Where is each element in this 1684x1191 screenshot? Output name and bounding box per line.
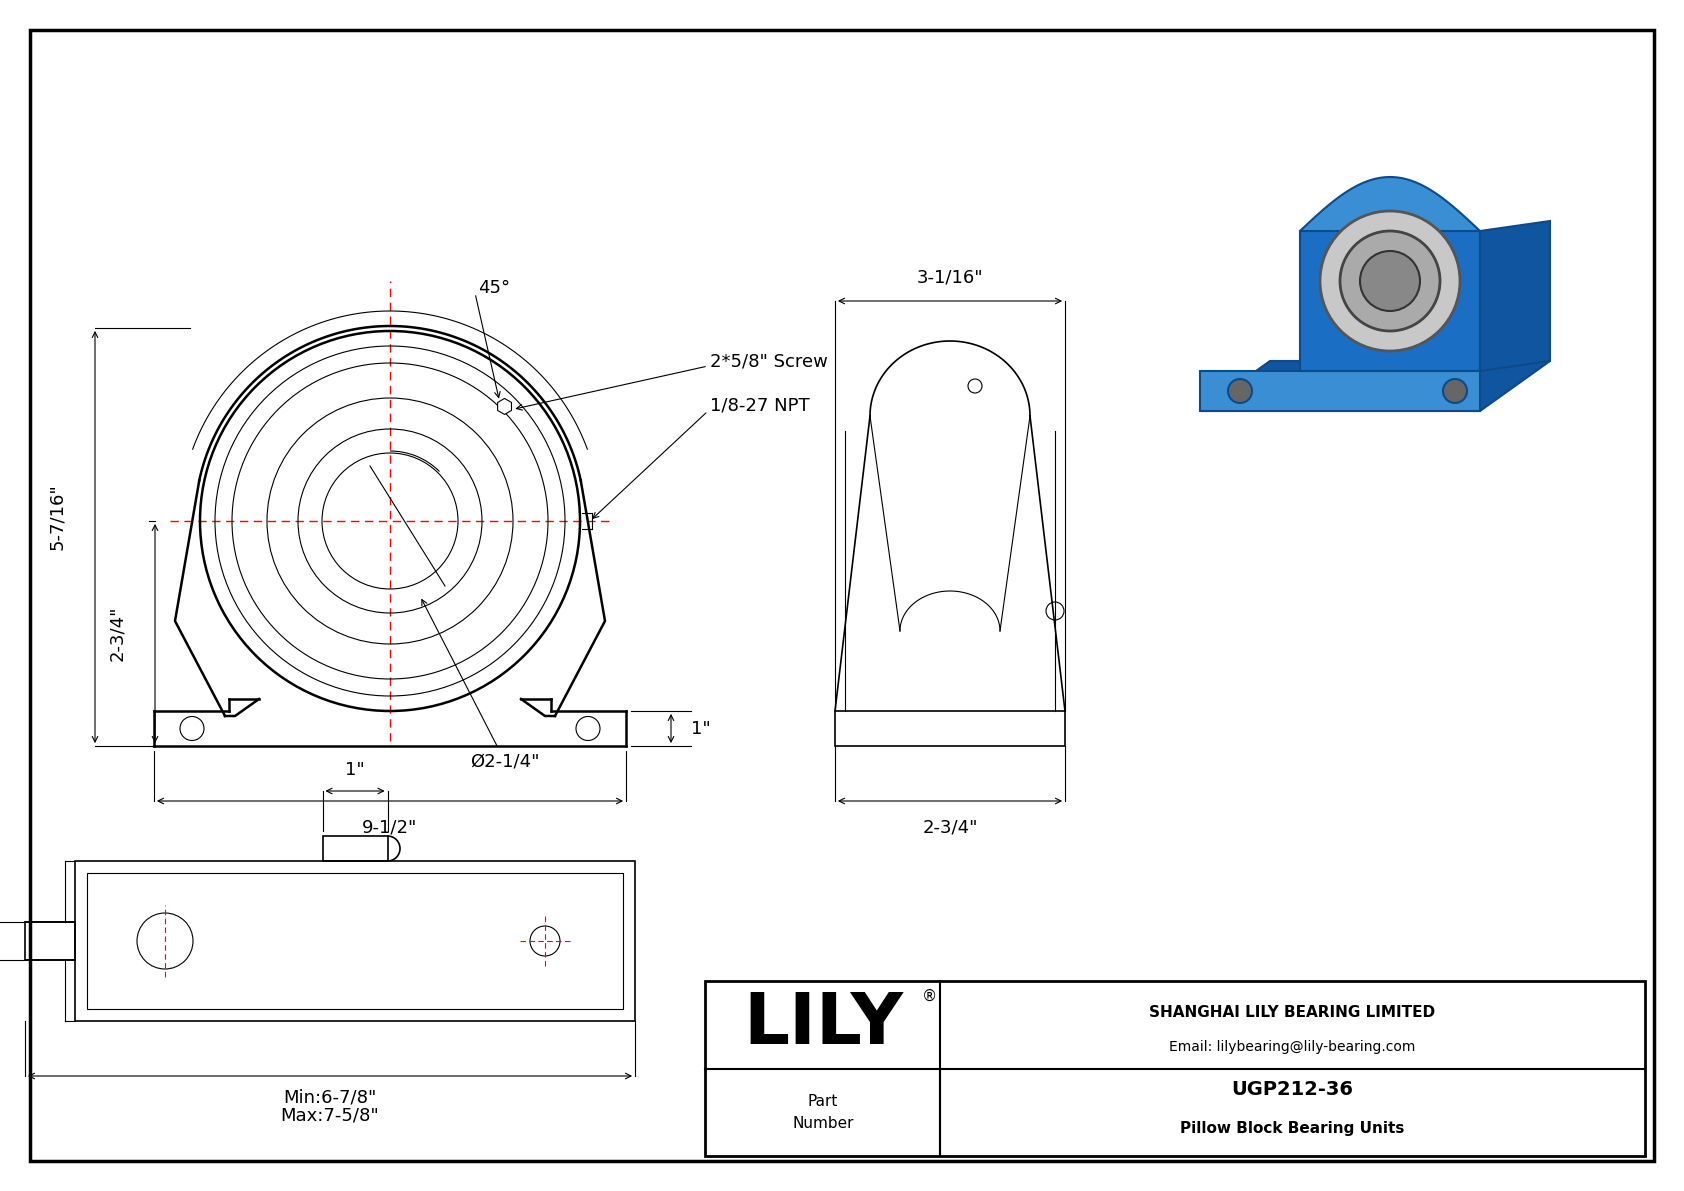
Polygon shape (1201, 361, 1549, 411)
Text: Ø2-1/4": Ø2-1/4" (421, 599, 539, 771)
Text: 1": 1" (690, 719, 711, 737)
Polygon shape (1300, 231, 1480, 372)
Circle shape (1320, 211, 1460, 351)
Circle shape (1228, 379, 1251, 403)
Text: 9-1/2": 9-1/2" (362, 819, 418, 837)
Bar (706, 981, 1645, 1156)
Bar (323, 836, 387, 861)
Text: Min:6-7/8": Min:6-7/8" (283, 1089, 377, 1106)
Text: SHANGHAI LILY BEARING LIMITED: SHANGHAI LILY BEARING LIMITED (1150, 1005, 1435, 1019)
Bar (88, 873, 623, 1009)
Circle shape (1340, 231, 1440, 331)
Bar (76, 861, 635, 1021)
Polygon shape (1480, 222, 1549, 372)
Text: Email: lilybearing@lily-bearing.com: Email: lilybearing@lily-bearing.com (1169, 1041, 1416, 1054)
Text: 1/8-27 NPT: 1/8-27 NPT (711, 397, 810, 414)
Polygon shape (1201, 372, 1480, 411)
Text: LILY: LILY (743, 990, 903, 1059)
Circle shape (1361, 251, 1420, 311)
Bar (835, 711, 1064, 746)
Circle shape (1443, 379, 1467, 403)
Text: 1": 1" (345, 761, 365, 779)
Text: 2*5/8" Screw: 2*5/8" Screw (711, 353, 829, 370)
Text: 5-7/16": 5-7/16" (49, 484, 66, 550)
Text: UGP212-36: UGP212-36 (1231, 1080, 1354, 1099)
Polygon shape (1300, 177, 1480, 231)
Text: ®: ® (923, 990, 938, 1004)
Text: Pillow Block Bearing Units: Pillow Block Bearing Units (1180, 1121, 1404, 1135)
Text: 45°: 45° (478, 279, 510, 297)
Text: 3-1/16": 3-1/16" (916, 268, 983, 286)
Text: Max:7-5/8": Max:7-5/8" (281, 1106, 379, 1124)
Bar (25, 922, 76, 960)
Text: 2-3/4": 2-3/4" (108, 606, 126, 661)
Text: 2-3/4": 2-3/4" (923, 819, 978, 837)
Text: Part
Number: Part Number (791, 1093, 854, 1130)
